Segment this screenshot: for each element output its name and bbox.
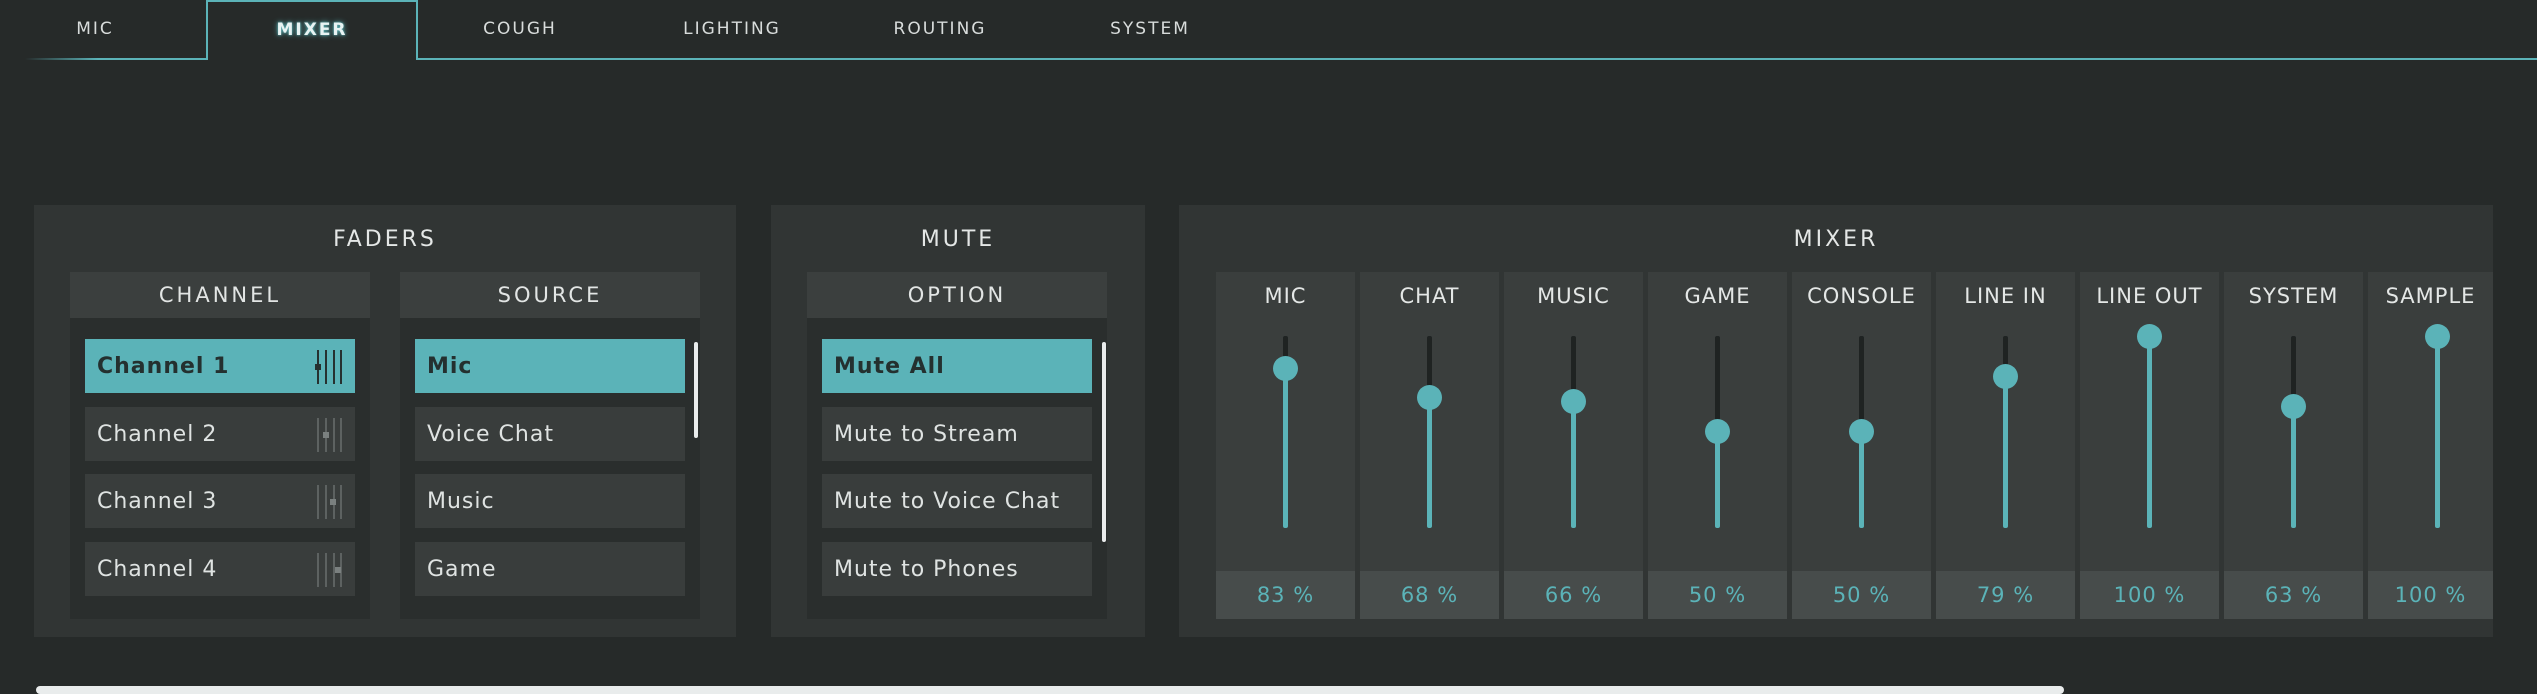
mixer-strip-label: LINE OUT (2096, 284, 2203, 308)
mixer-strip-console: CONSOLE 50 % (1792, 272, 1931, 619)
source-scrollbar[interactable] (694, 342, 698, 438)
mixer-panel: MIXER MIC 83 % CHAT 68 % MUSIC 66 % GAME… (1179, 205, 2493, 637)
channel-item-2[interactable]: Channel 2 (85, 407, 355, 461)
tab-lighting[interactable]: LIGHTING (683, 19, 781, 39)
tab-mixer[interactable]: MIXER (206, 0, 418, 60)
mixer-strip-label: SAMPLE (2385, 284, 2476, 308)
volume-slider-knob[interactable] (1273, 356, 1298, 381)
volume-slider-knob[interactable] (1993, 364, 2018, 389)
mixer-strip-label: SYSTEM (2248, 284, 2339, 308)
option-item-label: Mute to Voice Chat (834, 488, 1061, 514)
option-header: OPTION (807, 272, 1107, 318)
source-item-label: Voice Chat (427, 421, 554, 447)
volume-slider-fill (2147, 336, 2152, 528)
mute-title: MUTE (920, 227, 996, 252)
mixer-strip-label: LINE IN (1964, 284, 2047, 308)
option-item-label: Mute to Phones (834, 556, 1019, 582)
mixer-strip-label: CHAT (1399, 284, 1460, 308)
source-item-label: Music (427, 488, 495, 514)
volume-value: 83 % (1216, 571, 1355, 619)
volume-slider-fill (1571, 401, 1576, 528)
option-list: OPTION Mute All Mute to Stream Mute to V… (807, 272, 1107, 619)
mixer-strip-line-out: LINE OUT 100 % (2080, 272, 2219, 619)
mixer-strip-mic: MIC 83 % (1216, 272, 1355, 619)
source-item-label: Mic (427, 353, 473, 379)
option-item-mute-to-phones[interactable]: Mute to Phones (822, 542, 1092, 596)
mixer-strip-system: SYSTEM 63 % (2224, 272, 2363, 619)
channel-item-3[interactable]: Channel 3 (85, 474, 355, 528)
tab-cough[interactable]: COUGH (483, 19, 557, 39)
tab-underline (415, 58, 2537, 60)
mixer-strip-label: MUSIC (1537, 284, 1610, 308)
tab-system[interactable]: SYSTEM (1110, 19, 1190, 39)
source-item-voice-chat[interactable]: Voice Chat (415, 407, 685, 461)
mixer-strip-sample: SAMPLE 100 % (2368, 272, 2493, 619)
option-item-label: Mute All (834, 353, 945, 379)
channel-item-1[interactable]: Channel 1 (85, 339, 355, 393)
volume-value: 50 % (1792, 571, 1931, 619)
volume-slider-fill (1715, 431, 1720, 528)
mixer-strip-chat: CHAT 68 % (1360, 272, 1499, 619)
tab-mic[interactable]: MIC (76, 19, 114, 39)
channel-item-4[interactable]: Channel 4 (85, 542, 355, 596)
volume-slider-fill (1427, 397, 1432, 528)
option-item-label: Mute to Stream (834, 421, 1019, 447)
channel-item-label: Channel 2 (97, 421, 218, 447)
option-item-mute-to-voice-chat[interactable]: Mute to Voice Chat (822, 474, 1092, 528)
volume-slider-fill (1283, 368, 1288, 528)
fader-icon (313, 485, 342, 519)
channel-item-label: Channel 1 (97, 353, 230, 379)
volume-slider-knob[interactable] (2281, 394, 2306, 419)
tab-routing[interactable]: ROUTING (893, 19, 987, 39)
option-item-mute-all[interactable]: Mute All (822, 339, 1092, 393)
source-item-mic[interactable]: Mic (415, 339, 685, 393)
channel-list: CHANNEL Channel 1 Channel 2 Channel 3 Ch… (70, 272, 370, 619)
volume-slider-knob[interactable] (2425, 324, 2450, 349)
volume-value: 100 % (2368, 571, 2493, 619)
mute-panel: MUTE OPTION Mute All Mute to Stream Mute… (771, 205, 1145, 637)
source-item-music[interactable]: Music (415, 474, 685, 528)
source-item-label: Game (427, 556, 497, 582)
faders-title: FADERS (333, 227, 437, 252)
volume-value: 66 % (1504, 571, 1643, 619)
fader-icon (313, 350, 342, 384)
option-item-mute-to-stream[interactable]: Mute to Stream (822, 407, 1092, 461)
volume-slider-fill (2003, 376, 2008, 528)
volume-value: 100 % (2080, 571, 2219, 619)
horizontal-scrollbar[interactable] (36, 686, 2064, 694)
volume-slider-knob[interactable] (1561, 389, 1586, 414)
source-item-game[interactable]: Game (415, 542, 685, 596)
mixer-title: MIXER (1793, 227, 1879, 252)
tab-bar: MIC MIXER COUGH LIGHTING ROUTING SYSTEM (0, 0, 2537, 62)
volume-slider-knob[interactable] (1417, 385, 1442, 410)
channel-item-label: Channel 4 (97, 556, 218, 582)
volume-slider-fill (2435, 336, 2440, 528)
option-scrollbar[interactable] (1102, 342, 1106, 542)
fader-icon (313, 418, 342, 452)
fader-icon (313, 553, 342, 587)
volume-value: 63 % (2224, 571, 2363, 619)
source-header: SOURCE (400, 272, 700, 318)
mixer-strip-label: MIC (1264, 284, 1307, 308)
channel-header: CHANNEL (70, 272, 370, 318)
tab-underline (25, 58, 207, 60)
volume-slider-knob[interactable] (2137, 324, 2162, 349)
volume-slider-knob[interactable] (1849, 419, 1874, 444)
volume-value: 79 % (1936, 571, 2075, 619)
volume-slider-fill (1859, 431, 1864, 528)
mixer-strip-label: CONSOLE (1807, 284, 1916, 308)
faders-panel: FADERS CHANNEL Channel 1 Channel 2 Chann… (34, 205, 736, 637)
mixer-strip-line-in: LINE IN 79 % (1936, 272, 2075, 619)
mixer-strip-music: MUSIC 66 % (1504, 272, 1643, 619)
volume-slider-fill (2291, 406, 2296, 528)
volume-value: 68 % (1360, 571, 1499, 619)
channel-item-label: Channel 3 (97, 488, 218, 514)
volume-value: 50 % (1648, 571, 1787, 619)
source-list: SOURCE Mic Voice Chat Music Game (400, 272, 700, 619)
mixer-strip-label: GAME (1684, 284, 1751, 308)
mixer-strip-game: GAME 50 % (1648, 272, 1787, 619)
volume-slider-knob[interactable] (1705, 419, 1730, 444)
